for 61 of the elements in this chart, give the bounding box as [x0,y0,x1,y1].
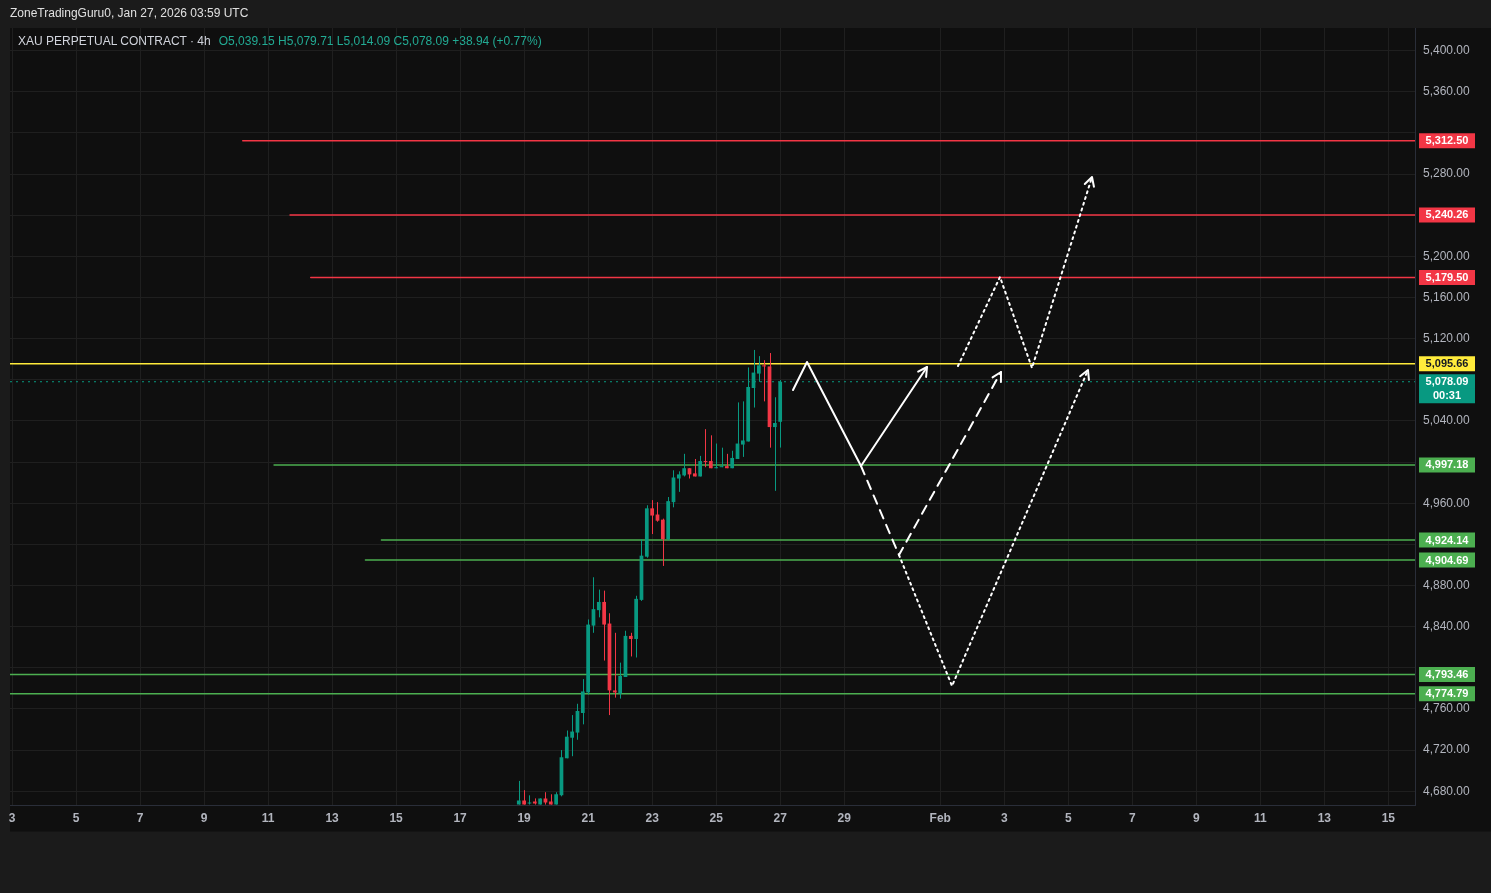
x-tick-label: Feb [929,811,951,826]
y-tick-label: 5,040.00 [1423,413,1471,428]
y-tick-label: 4,880.00 [1423,577,1471,592]
x-tick-label: 7 [136,811,144,826]
ref-line-label: 5,078.09 [1425,375,1469,388]
y-tick-label: 4,840.00 [1423,618,1471,633]
x-tick-label: 13 [325,811,340,826]
data-label: 4,904.69 [1425,553,1469,566]
data-label: 4,793.46 [1425,668,1469,681]
text: ZoneTradingGuru0, Jan 27, 2026 03:59 UTC [10,6,249,20]
x-tick-label: 3 [8,811,16,826]
x-tick-label: 15 [1381,811,1396,826]
candlestick [714,443,719,469]
y-tick-label: 4,760.00 [1423,701,1471,716]
x-tick-label: 7 [1128,811,1136,826]
y-tick-label: 5,360.00 [1423,84,1471,99]
y-tick-label: 5,160.00 [1423,289,1471,304]
data-label: 4,997.18 [1425,458,1469,471]
candlestick [516,780,521,806]
data-label: 5,240.26 [1425,208,1469,221]
y-tick-label: 5,200.00 [1423,248,1471,263]
data-label: 5,179.50 [1425,270,1469,283]
y-tick-label: 4,720.00 [1423,742,1471,757]
text: XAU PERPETUAL CONTRACT · 4h [18,34,211,48]
candlestick [612,632,617,699]
x-tick-label: 23 [645,811,660,826]
candlestick [596,589,601,618]
y-tick-label: 4,680.00 [1423,783,1471,798]
x-tick-label: 19 [517,811,532,826]
x-tick-label: 29 [837,811,852,826]
x-tick-label: 13 [1317,811,1332,826]
x-tick-label: 9 [200,811,208,826]
y-tick-label: 5,400.00 [1423,42,1471,57]
y-tick-label: 4,960.00 [1423,495,1471,510]
candlestick [650,499,655,535]
candlestick [602,590,607,662]
x-tick-label: 11 [261,811,275,826]
candlestick [772,396,777,492]
data-label: 4,774.79 [1425,687,1469,700]
data-label: 5,095.66 [1425,357,1469,370]
data-label: 5,312.50 [1425,134,1469,147]
x-tick-label: 11 [1253,811,1267,826]
x-tick-label: 25 [709,811,724,826]
text: O5,039.15 H5,079.71 L5,014.09 C5,078.09 +38.94 (+0.77%) [218,34,542,48]
y-tick-label: 5,120.00 [1423,330,1471,345]
x-tick-label: 3 [1000,811,1008,826]
x-tick-label: 5 [1064,811,1072,826]
x-tick-label: 17 [453,811,468,826]
x-tick-label: 9 [1192,811,1200,826]
text: 00:31 [1432,389,1462,402]
candlestick [660,518,665,567]
x-tick-label: 27 [773,811,788,826]
candlestick [708,434,713,469]
x-tick-label: 5 [72,811,80,826]
y-tick-label: 5,280.00 [1423,166,1471,181]
data-label: 4,924.14 [1425,533,1470,546]
x-tick-label: 15 [389,811,404,826]
candlestick [628,632,633,657]
x-tick-label: 21 [581,811,596,826]
candlestick [762,359,767,402]
candlestick [618,662,623,700]
